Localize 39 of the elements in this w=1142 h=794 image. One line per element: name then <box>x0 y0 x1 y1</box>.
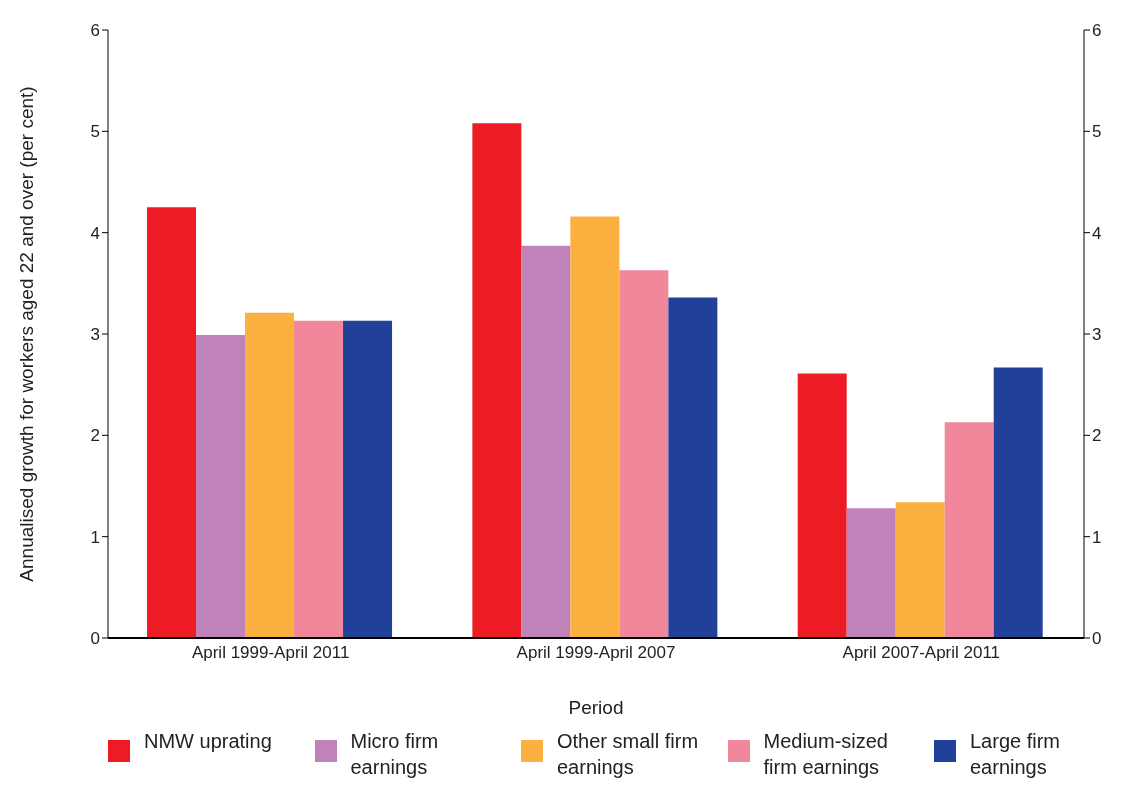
y-tick-label: 3 <box>90 325 100 345</box>
y-tick-label: 1 <box>90 527 100 547</box>
y2-tick-label: 6 <box>1092 21 1102 41</box>
y-tick-label: 0 <box>90 629 100 649</box>
bar <box>521 245 571 638</box>
bar <box>846 508 896 638</box>
y2-tick-label: 3 <box>1092 325 1102 345</box>
bar <box>343 320 393 638</box>
y-tick-label: 4 <box>90 223 100 243</box>
legend-label: Other small firm earnings <box>557 729 700 780</box>
bar <box>245 312 295 638</box>
y-tick-label: 2 <box>90 426 100 446</box>
bar <box>944 422 994 638</box>
y2-tick-label: 5 <box>1092 122 1102 142</box>
x-tick-label: April 1999-April 2011 <box>191 643 350 663</box>
legend-label: Micro firm earnings <box>350 729 440 780</box>
bar <box>294 320 344 638</box>
bar <box>668 297 718 638</box>
bar <box>619 270 669 638</box>
y2-tick-label: 0 <box>1092 629 1102 649</box>
legend-label: NMW uprating <box>144 729 273 754</box>
y2-tick-label: 2 <box>1092 426 1102 446</box>
bar <box>895 502 945 638</box>
y2-tick-label: 4 <box>1092 223 1102 243</box>
y2-tick-label: 1 <box>1092 527 1102 547</box>
x-axis-title: Period <box>568 697 624 718</box>
bar <box>570 216 620 638</box>
y-tick-label: 5 <box>90 122 100 142</box>
x-tick-label: April 2007-April 2011 <box>842 643 1001 663</box>
bar <box>147 207 197 638</box>
y-tick-label: 6 <box>90 21 100 41</box>
bar <box>993 367 1043 638</box>
bar <box>196 335 246 638</box>
bar <box>472 123 522 638</box>
y-axis-title: Annualised growth for workers aged 22 and over (per cent) <box>15 86 37 582</box>
legend-label: Large firm earnings <box>970 729 1062 780</box>
x-tick-label: April 1999-April 2007 <box>516 643 676 663</box>
legend-label: Medium-sized firm earnings <box>763 729 889 780</box>
bar <box>797 373 847 638</box>
